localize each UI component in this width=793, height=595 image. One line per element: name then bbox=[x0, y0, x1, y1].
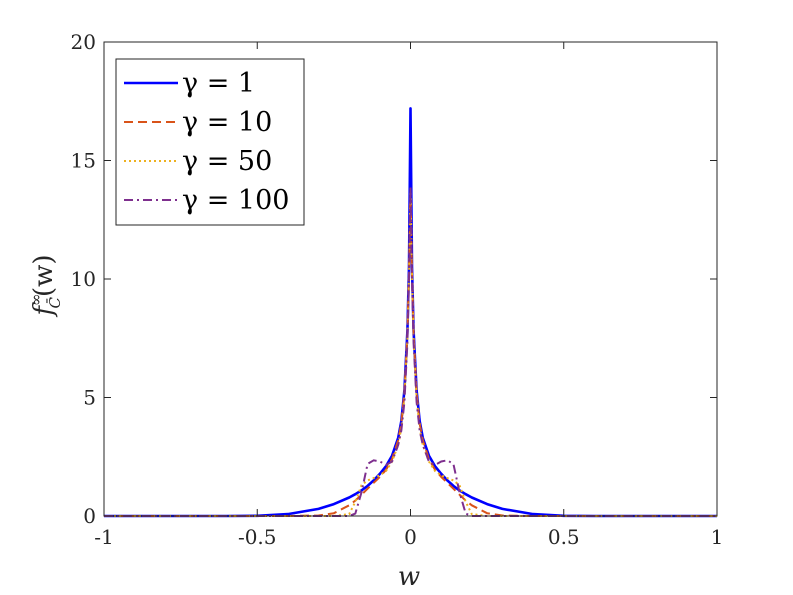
y-tick-label: 10 bbox=[71, 267, 96, 291]
legend: γ = 1 γ = 10 γ = 50 γ = 100 bbox=[115, 58, 305, 226]
y-axis-label-sub: C̄ bbox=[46, 296, 64, 308]
legend-label-1: γ = 1 bbox=[182, 68, 255, 99]
series-layer bbox=[104, 107, 717, 518]
x-tick-label: 1 bbox=[711, 525, 724, 549]
y-tick-label: 0 bbox=[83, 504, 96, 528]
x-tick-label: -1 bbox=[94, 525, 113, 549]
y-axis-label: f∞C̄(w) bbox=[27, 254, 64, 317]
x-tick-label: 0.5 bbox=[548, 525, 580, 549]
series-line-1 bbox=[104, 107, 717, 518]
y-tick-label: 15 bbox=[71, 149, 96, 173]
legend-label-4: γ = 100 bbox=[182, 185, 289, 216]
x-tick-label: 0 bbox=[404, 525, 417, 549]
y-axis-label-tail: (w) bbox=[29, 254, 59, 297]
y-axis-label-sup: ∞ bbox=[27, 293, 45, 306]
legend-box bbox=[115, 58, 305, 226]
y-tick-label: 20 bbox=[71, 30, 96, 54]
y-tick-label: 5 bbox=[83, 386, 96, 410]
x-axis-label: w bbox=[398, 562, 420, 592]
series-line-4 bbox=[104, 185, 717, 517]
legend-label-2: γ = 10 bbox=[182, 107, 272, 138]
legend-label-3: γ = 50 bbox=[182, 146, 272, 177]
x-tick-label: -0.5 bbox=[238, 525, 277, 549]
